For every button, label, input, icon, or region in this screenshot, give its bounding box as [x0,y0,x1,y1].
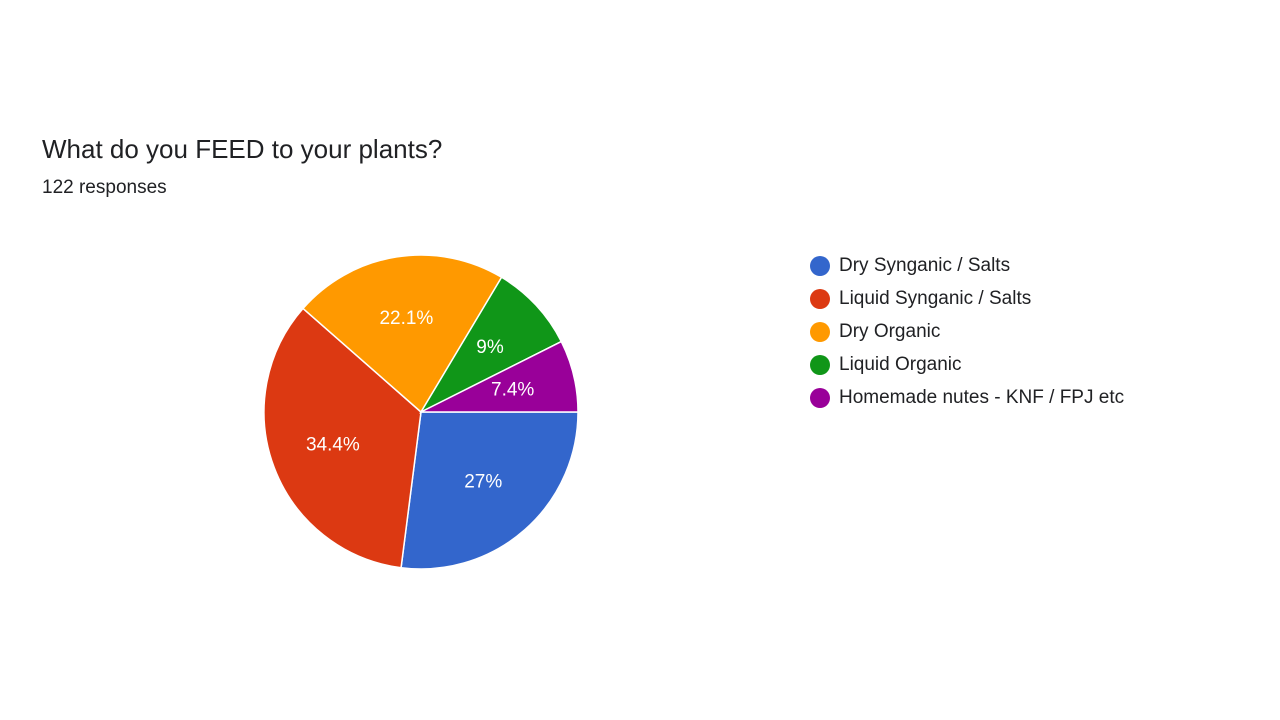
slice-label: 9% [476,337,504,358]
slice-label: 22.1% [379,308,433,329]
pie-slice [419,276,563,414]
legend-swatch [810,388,830,408]
legend-label: Dry Organic [839,321,940,342]
slice-label: 7.4% [491,379,534,400]
legend-swatch [810,322,830,342]
legend-swatch [810,289,830,309]
chart-subtitle: 122 responses [42,177,167,198]
slice-label: 27% [464,472,502,493]
pie-slice [263,307,422,569]
legend-swatch [810,355,830,375]
slice-label: 34.4% [306,434,360,455]
chart-title: What do you FEED to your plants? [42,134,442,164]
legend-swatch [810,256,830,276]
legend-label: Homemade nutes - KNF / FPJ etc [839,387,1124,408]
pie-slice [400,411,579,570]
legend-label: Liquid Organic [839,354,962,375]
pie-slice [301,254,503,414]
pie-slice [420,340,579,413]
legend-label: Liquid Synganic / Salts [839,288,1031,309]
legend-label: Dry Synganic / Salts [839,255,1010,276]
